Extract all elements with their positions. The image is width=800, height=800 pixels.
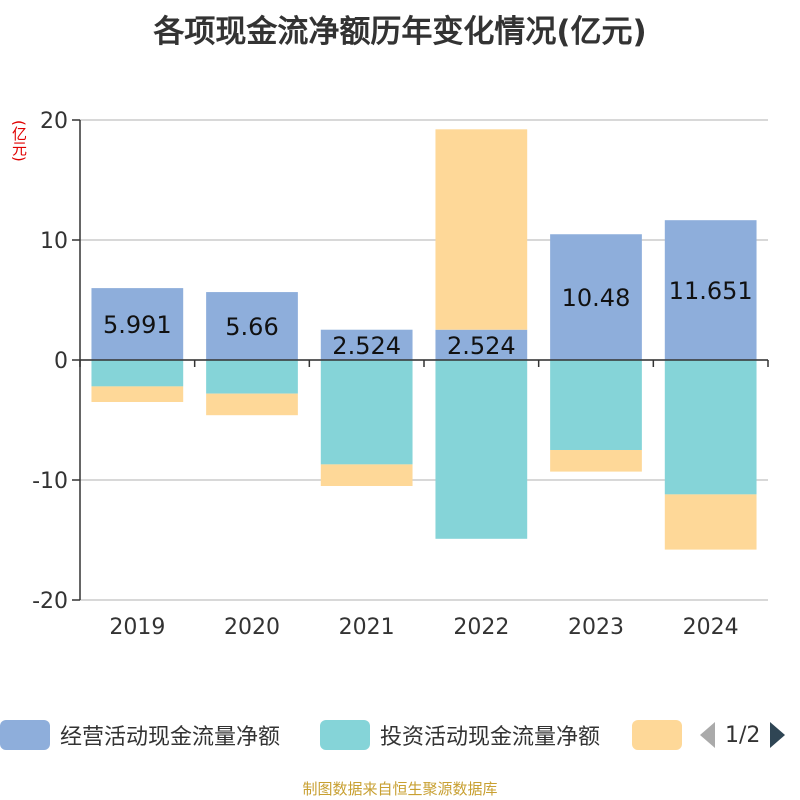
legend-swatch-financing xyxy=(632,720,682,750)
bar-series1-2019 xyxy=(91,360,184,387)
bar-series0-2019 xyxy=(91,288,184,360)
y-axis-unit: (亿元) xyxy=(10,120,28,162)
legend-item-financing[interactable] xyxy=(632,712,692,758)
data-label: 2.524 xyxy=(447,332,516,360)
x-tick-label: 2022 xyxy=(453,615,509,640)
data-source-note: 制图数据来自恒生聚源数据库 xyxy=(302,780,498,798)
bar-series2-2021 xyxy=(320,464,413,486)
data-label: 2.524 xyxy=(332,332,401,360)
next-page-icon[interactable] xyxy=(770,722,786,748)
bar-series0-2022 xyxy=(435,329,528,360)
bar-series1-2024 xyxy=(664,360,757,495)
bar-series1-2020 xyxy=(206,360,298,394)
bar-series0-2020 xyxy=(206,292,298,360)
data-label: 5.66 xyxy=(225,313,278,341)
bar-series2-2022 xyxy=(435,129,528,330)
legend-label-operating: 经营活动现金流量净额 xyxy=(60,725,281,750)
legend-label-investing: 投资活动现金流量净额 xyxy=(380,725,601,750)
legend-swatch-operating xyxy=(0,720,50,750)
x-tick-label: 2019 xyxy=(109,615,165,640)
legend-pager: 1/2 xyxy=(700,712,786,758)
bar-series2-2020 xyxy=(206,393,298,416)
chart-title: 各项现金流净额历年变化情况(亿元) xyxy=(153,14,647,50)
x-tick-label: 2020 xyxy=(224,615,280,640)
data-label: 5.991 xyxy=(103,311,172,339)
bar-series2-2019 xyxy=(91,386,184,402)
y-tick-label: 20 xyxy=(40,109,68,134)
x-tick-label: 2024 xyxy=(683,615,739,640)
bar-series0-2024 xyxy=(664,220,757,360)
legend: 经营活动现金流量净额 投资活动现金流量净额 1/2 xyxy=(0,712,800,758)
legend-item-operating[interactable]: 经营活动现金流量净额 xyxy=(0,712,280,758)
y-tick-label: -10 xyxy=(32,469,68,494)
x-tick-label: 2021 xyxy=(339,615,395,640)
prev-page-icon[interactable] xyxy=(700,722,715,748)
bar-series2-2023 xyxy=(550,450,642,472)
bar-series2-2024 xyxy=(664,494,757,550)
data-label: 10.48 xyxy=(562,284,631,312)
y-tick-label: 10 xyxy=(40,229,68,254)
bar-series0-2023 xyxy=(550,234,642,360)
stacked-bar-chart: 20 10 0 -10 -20 5.991 5.66 2.524 2.524 10.48 11.65… xyxy=(32,109,769,640)
legend-item-investing[interactable]: 投资活动现金流量净额 xyxy=(320,712,600,758)
legend-page-indicator: 1/2 xyxy=(725,722,761,748)
legend-swatch-investing xyxy=(320,720,370,750)
bar-series0-2021 xyxy=(320,329,413,360)
bar-series1-2021 xyxy=(320,360,413,465)
y-tick-label: 0 xyxy=(54,349,68,374)
x-tick-label: 2023 xyxy=(568,615,624,640)
y-tick-label: -20 xyxy=(32,589,68,614)
bar-series1-2023 xyxy=(550,360,642,450)
bar-series1-2022 xyxy=(435,360,528,539)
data-label: 11.651 xyxy=(669,277,753,305)
